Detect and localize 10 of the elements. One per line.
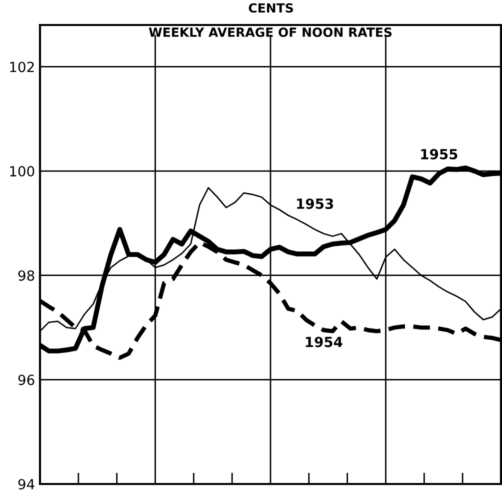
y-tick-label: 102 <box>10 62 34 72</box>
y-tick-label: 100 <box>10 166 34 177</box>
y-axis-title: CENTS <box>248 3 293 13</box>
series-label: 1953 <box>297 198 334 209</box>
series-label: 1954 <box>306 336 342 348</box>
series-label: 1955 <box>421 148 458 160</box>
chart-title: WEEKLY AVERAGE OF NOON RATES <box>148 28 392 37</box>
y-tick-label: 94 <box>18 478 34 490</box>
y-tick-label: 96 <box>18 374 34 386</box>
y-tick-label: 98 <box>18 270 34 281</box>
